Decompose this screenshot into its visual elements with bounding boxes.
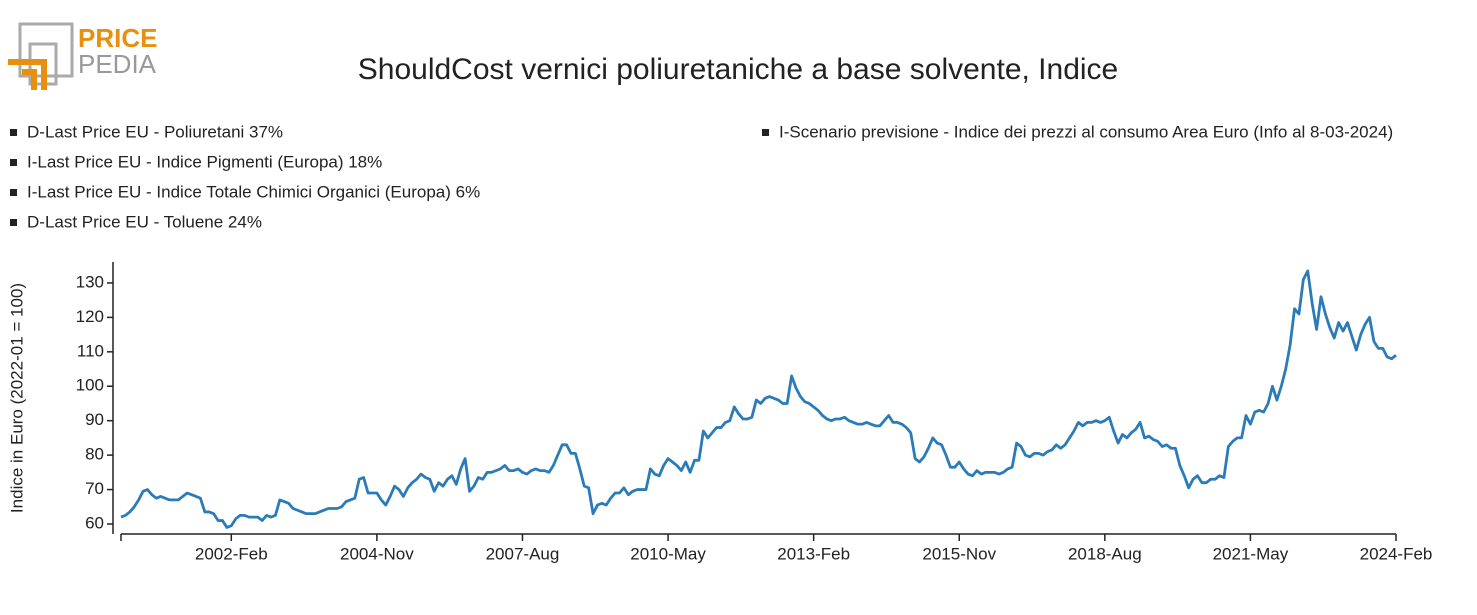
- legend-label: D-Last Price EU - Toluene 24%: [27, 212, 262, 231]
- legend-label: I-Last Price EU - Indice Pigmenti (Europ…: [27, 152, 382, 171]
- legend-marker: [10, 129, 17, 136]
- data-line: [120, 269, 1397, 529]
- x-tick-label: 2010-May: [630, 544, 706, 563]
- y-tick-label: 70: [85, 479, 104, 498]
- legend-marker: [762, 129, 769, 136]
- chart-title: ShouldCost vernici poliuretaniche a base…: [358, 53, 1118, 86]
- x-tick-label: 2018-Aug: [1068, 544, 1142, 563]
- logo-mark: [22, 69, 37, 90]
- x-tick-label: 2021-May: [1213, 544, 1289, 563]
- x-tick-label: 2007-Aug: [486, 544, 560, 563]
- x-tick-label: 2015-Nov: [922, 544, 996, 563]
- y-tick-label: 130: [76, 272, 104, 291]
- x-tick-label: 2013-Feb: [777, 544, 850, 563]
- legend-label: D-Last Price EU - Poliuretani 37%: [27, 122, 283, 141]
- y-tick-label: 80: [85, 445, 104, 464]
- legend-marker: [10, 219, 17, 226]
- x-tick-label: 2024-Feb: [1360, 544, 1433, 563]
- logo: PRICE PEDIA: [8, 22, 157, 90]
- legend-marker: [10, 189, 17, 196]
- x-tick-label: 2004-Nov: [340, 544, 414, 563]
- logo-top: PRICE: [78, 23, 157, 53]
- legend-label: I-Scenario previsione - Indice dei prezz…: [779, 122, 1393, 141]
- legend-label: I-Last Price EU - Indice Totale Chimici …: [27, 182, 480, 201]
- y-tick-label: 100: [76, 376, 104, 395]
- legend-marker: [10, 159, 17, 166]
- logo-bottom: PEDIA: [78, 49, 157, 79]
- y-tick-label: 120: [76, 307, 104, 326]
- logo-mark: [8, 59, 47, 90]
- y-tick-label: 60: [85, 513, 104, 532]
- y-axis-label: Indice in Euro (2022-01 = 100): [7, 283, 26, 513]
- y-tick-label: 90: [85, 410, 104, 429]
- y-tick-label: 110: [77, 341, 104, 360]
- x-tick-label: 2002-Feb: [195, 544, 268, 563]
